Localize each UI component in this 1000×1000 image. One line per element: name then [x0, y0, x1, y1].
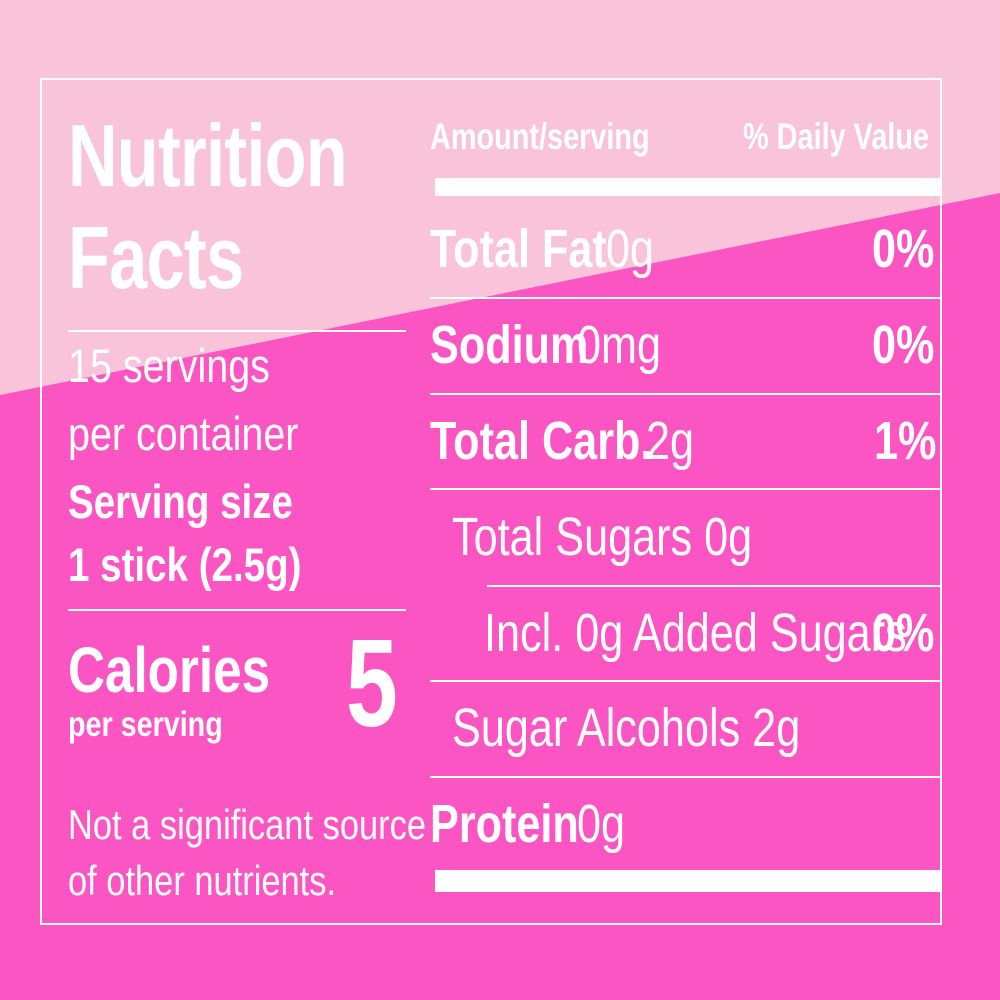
row-amount: 0g: [606, 219, 655, 279]
row-dv: 0%: [872, 603, 935, 663]
row-amount: 2g: [646, 411, 695, 471]
title-line-1: Nutrition: [68, 106, 348, 205]
thick-bar-bottom: [435, 870, 940, 892]
divider-row: [430, 776, 940, 778]
row-dv: 1%: [874, 411, 937, 471]
row-name: Sugar Alcohols 2g: [452, 698, 801, 758]
footnote-line-1: Not a significant source: [68, 801, 426, 848]
row-name: Incl. 0g Added Sugars: [484, 603, 907, 663]
divider-above-calories: [68, 609, 406, 611]
footnote-line-2: of other nutrients.: [68, 857, 337, 904]
divider-under-title: [68, 330, 406, 332]
row-name: Total Fat: [430, 219, 607, 279]
servings-line-1: 15 servings: [68, 339, 270, 392]
serving-size-label: Serving size: [68, 475, 293, 528]
row-dv: 0%: [872, 219, 935, 279]
divider-row: [430, 488, 940, 490]
row-amount: 0g: [577, 794, 626, 854]
calories-label: Calories: [68, 634, 271, 706]
servings-line-2: per container: [68, 407, 299, 460]
divider-row-indented: [487, 585, 940, 587]
row-name: Total Sugars 0g: [452, 507, 753, 567]
calories-value: 5: [346, 615, 398, 753]
serving-size-value: 1 stick (2.5g): [68, 538, 302, 591]
row-name: Total Carb.: [430, 411, 653, 471]
calories-sub-label: per serving: [68, 705, 223, 744]
title-line-2: Facts: [68, 208, 244, 307]
divider-row: [430, 680, 940, 682]
divider-row: [430, 297, 940, 299]
divider-row: [430, 393, 940, 395]
row-amount: 0mg: [577, 315, 662, 375]
row-name: Protein: [430, 794, 579, 854]
row-name: Sodium: [430, 315, 589, 375]
header-daily-value: % Daily Value: [743, 116, 930, 157]
label-border: [40, 78, 942, 925]
header-amount-serving: Amount/serving: [430, 116, 650, 157]
thick-bar-top: [435, 178, 940, 196]
row-dv: 0%: [872, 315, 935, 375]
